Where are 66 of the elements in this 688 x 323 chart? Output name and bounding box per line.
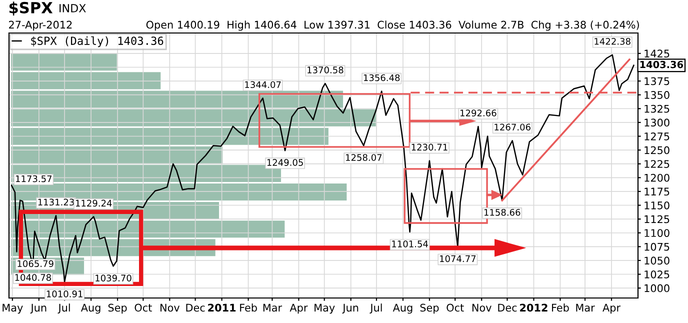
- chart-title: $SPX: [9, 2, 53, 16]
- y-tick-label: 1375: [644, 77, 670, 86]
- x-tick-label: 2012: [520, 304, 548, 312]
- y-tick-label: 1350: [644, 91, 670, 99]
- annotation: 1039.70: [96, 274, 132, 282]
- annotation: 1403.36: [640, 60, 684, 68]
- y-tick-label: 1275: [644, 132, 670, 140]
- text: 27-Apr-2012: [9, 20, 72, 31]
- annotation: 1129.24: [76, 200, 112, 207]
- annotation: 1292.66: [460, 110, 496, 116]
- y-tick-label: 1225: [644, 160, 670, 168]
- y-tick-label: 1075: [644, 242, 670, 251]
- y-tick-label: 1250: [644, 146, 670, 154]
- annotation: 1074.77: [440, 255, 476, 262]
- annotation: 1267.06: [494, 124, 530, 131]
- y-tick-label: 1125: [644, 215, 670, 224]
- x-tick-label: Apr: [602, 304, 621, 314]
- x-tick-label: Oct: [134, 304, 152, 312]
- y-tick-label: 1050: [644, 256, 670, 265]
- annotation: 1040.78: [15, 274, 51, 281]
- annotation: 1258.07: [346, 154, 382, 161]
- y-tick-label: 1150: [644, 201, 670, 210]
- x-tick-label: Jul: [370, 304, 382, 314]
- y-tick-label: 1175: [644, 188, 670, 196]
- x-tick-label: Jun: [342, 304, 358, 314]
- x-tick-label: Nov: [160, 304, 180, 312]
- x-tick-label: Sep: [420, 304, 439, 314]
- annotation: 1370.58: [308, 66, 344, 74]
- y-tick-label: 1300: [644, 118, 670, 127]
- x-tick-label: Mar: [576, 304, 595, 312]
- x-tick-label: Jul: [58, 304, 70, 314]
- x-tick-label: Nov: [472, 304, 492, 312]
- annotation: 1356.48: [364, 74, 400, 82]
- x-tick-label: Jun: [30, 304, 46, 314]
- legend-label: $SPX (Daily) 1403.36: [31, 36, 164, 48]
- x-tick-label: Apr: [290, 304, 308, 314]
- x-tick-label: Oct: [446, 304, 464, 312]
- y-tick-label: 1000: [644, 284, 670, 292]
- annotation: 1344.07: [245, 81, 281, 88]
- x-tick-label: May: [314, 304, 335, 314]
- x-tick-label: Dec: [498, 304, 517, 312]
- y-tick-label: 1425: [644, 50, 670, 58]
- annotation: 1249.05: [267, 159, 303, 166]
- x-tick-label: Mar: [263, 304, 282, 312]
- annotation: 1131.23: [38, 198, 74, 206]
- annotation: 1173.57: [16, 175, 52, 182]
- y-tick-label: 1325: [644, 104, 670, 113]
- annotation: 1010.91: [46, 290, 82, 298]
- y-tick-label: 1100: [644, 229, 670, 237]
- x-tick-label: Feb: [552, 304, 569, 312]
- annotation: 1158.66: [484, 208, 520, 216]
- annotation: 1065.79: [18, 260, 54, 268]
- x-tick-label: Dec: [186, 304, 205, 312]
- annotation: 1101.54: [392, 240, 428, 248]
- annotation: 1230.71: [412, 144, 448, 151]
- x-tick-label: 2011: [208, 304, 236, 312]
- text: INDX: [60, 4, 86, 12]
- x-tick-label: Aug: [80, 304, 100, 314]
- x-tick-label: Aug: [392, 304, 412, 314]
- y-tick-label: 1200: [644, 174, 670, 182]
- y-tick-label: 1025: [644, 270, 670, 278]
- x-tick-label: Feb: [240, 304, 257, 312]
- text: Open 1400.19 High 1406.64 Low 1397.31 Close 1403.36 Volume 2.7B Chg +3.38 (+0.24%): [146, 20, 639, 31]
- x-tick-label: Sep: [108, 304, 127, 314]
- annotation: 1422.38: [594, 38, 630, 45]
- x-tick-label: May: [2, 304, 23, 314]
